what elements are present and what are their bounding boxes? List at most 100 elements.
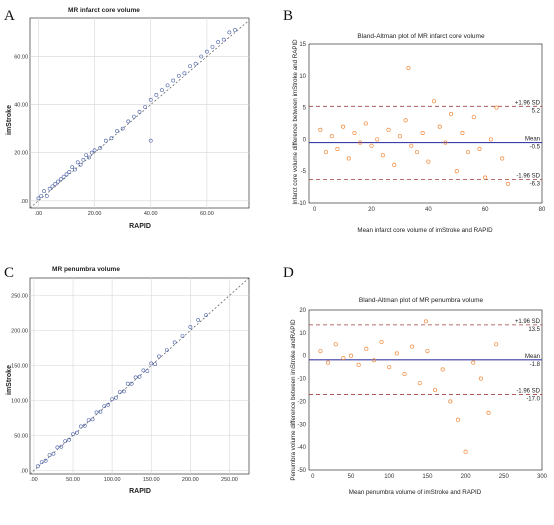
panel-a-title: MR infarct core volume xyxy=(68,7,140,14)
data-point xyxy=(157,354,161,359)
upper-loa-label: +1.96 SD xyxy=(515,100,541,106)
y-tick-label: 0 xyxy=(303,354,307,360)
data-point xyxy=(346,156,351,161)
y-tick-label: 200.00 xyxy=(11,329,28,335)
panel-a-xlabel: RAPID xyxy=(129,223,151,230)
x-tick-label: 60 xyxy=(482,207,489,213)
data-point xyxy=(121,389,126,394)
x-tick-label: 300 xyxy=(537,474,548,480)
data-point xyxy=(98,409,103,414)
data-point xyxy=(110,397,115,402)
panel-d-title: Bland-Altman plot of MR penumbra volume xyxy=(359,297,484,304)
data-point xyxy=(81,157,86,162)
data-point xyxy=(369,143,374,148)
data-point xyxy=(50,184,55,189)
data-point xyxy=(358,140,363,145)
data-point xyxy=(371,358,376,363)
data-point xyxy=(133,375,138,380)
data-point xyxy=(70,165,75,170)
lower-loa-label: -1.96 SD xyxy=(516,173,540,179)
data-point xyxy=(137,374,142,379)
data-point xyxy=(176,73,181,78)
data-point xyxy=(182,71,187,76)
y-tick-label: 15 xyxy=(299,42,306,48)
panel-d-chart: 0 50 100 150 200 250 300 -50 -40 -30 -20 -10 0 10 20 +1… xyxy=(297,308,547,480)
data-point xyxy=(145,369,150,374)
data-point xyxy=(67,170,72,174)
mean-label: Mean xyxy=(525,354,540,360)
y-tick-label: -5 xyxy=(301,169,307,175)
data-point xyxy=(471,115,476,120)
panel-c-ylabel: imStroke xyxy=(6,365,13,395)
data-point xyxy=(348,353,354,358)
lower-loa-label: -1.96 SD xyxy=(516,389,540,395)
data-point xyxy=(423,319,428,324)
mean-value: -0.5 xyxy=(530,145,541,151)
lower-loa-value: -6.3 xyxy=(530,181,541,187)
data-point xyxy=(397,134,402,139)
x-tick-label: .00 xyxy=(30,477,38,483)
data-point xyxy=(394,351,399,356)
data-point xyxy=(486,410,491,415)
data-point xyxy=(417,381,422,386)
data-point xyxy=(180,334,185,339)
y-tick-label: .00 xyxy=(20,469,28,475)
panel-a-chart: .00 20.00 40.00 60.00 .00 20.00 40.00 60.00 xyxy=(14,17,250,217)
data-point xyxy=(379,339,384,345)
data-point xyxy=(323,150,329,155)
y-tick-label: -50 xyxy=(297,468,306,474)
data-point xyxy=(329,134,334,139)
data-point xyxy=(61,174,66,179)
data-point xyxy=(406,66,411,71)
data-point xyxy=(67,437,72,442)
data-point xyxy=(483,175,488,180)
data-point xyxy=(153,362,158,367)
data-point xyxy=(71,432,75,437)
panel-b-title: Bland-Altman plot of MR infarct core vol… xyxy=(357,33,485,40)
data-point xyxy=(188,325,193,329)
x-tick-label: 0 xyxy=(311,474,315,480)
y-tick-label: -40 xyxy=(297,445,306,451)
data-point xyxy=(131,114,136,119)
data-point xyxy=(210,44,215,49)
data-point xyxy=(204,49,209,54)
y-tick-label: 10 xyxy=(299,331,306,337)
x-tick-label: .00 xyxy=(35,211,43,217)
x-tick-label: 50 xyxy=(348,474,355,480)
data-point xyxy=(64,172,69,177)
data-point xyxy=(386,127,391,132)
y-tick-label: .00 xyxy=(20,199,28,205)
data-point xyxy=(199,54,204,59)
data-point xyxy=(380,153,385,158)
x-tick-label: 40 xyxy=(425,207,432,213)
data-point xyxy=(92,148,97,153)
data-point xyxy=(318,127,323,132)
x-tick-label: 250 xyxy=(499,474,510,480)
data-point xyxy=(326,360,331,365)
x-tick-label: 20 xyxy=(368,207,375,213)
data-point xyxy=(143,105,148,109)
data-point xyxy=(148,138,153,143)
x-tick-label: 100.00 xyxy=(104,477,121,483)
data-point xyxy=(75,160,80,165)
y-tick-label: 20.00 xyxy=(14,151,28,157)
data-point xyxy=(78,162,83,167)
y-tick-label: 250.00 xyxy=(11,294,28,300)
data-point xyxy=(341,355,346,361)
panel-letter-a: A xyxy=(4,8,15,24)
panel-letter-b: B xyxy=(283,8,293,24)
y-tick-label: 5 xyxy=(303,106,307,112)
data-point xyxy=(98,145,103,150)
data-point xyxy=(505,181,510,186)
data-point xyxy=(58,177,63,182)
x-tick-label: 150.00 xyxy=(143,477,160,483)
y-tick-label: 50.00 xyxy=(14,434,28,440)
data-point xyxy=(78,424,83,429)
data-point xyxy=(75,430,79,435)
data-point xyxy=(55,445,60,450)
data-point xyxy=(160,88,164,93)
data-point xyxy=(106,402,111,407)
data-point xyxy=(137,109,142,114)
data-point xyxy=(431,99,437,104)
